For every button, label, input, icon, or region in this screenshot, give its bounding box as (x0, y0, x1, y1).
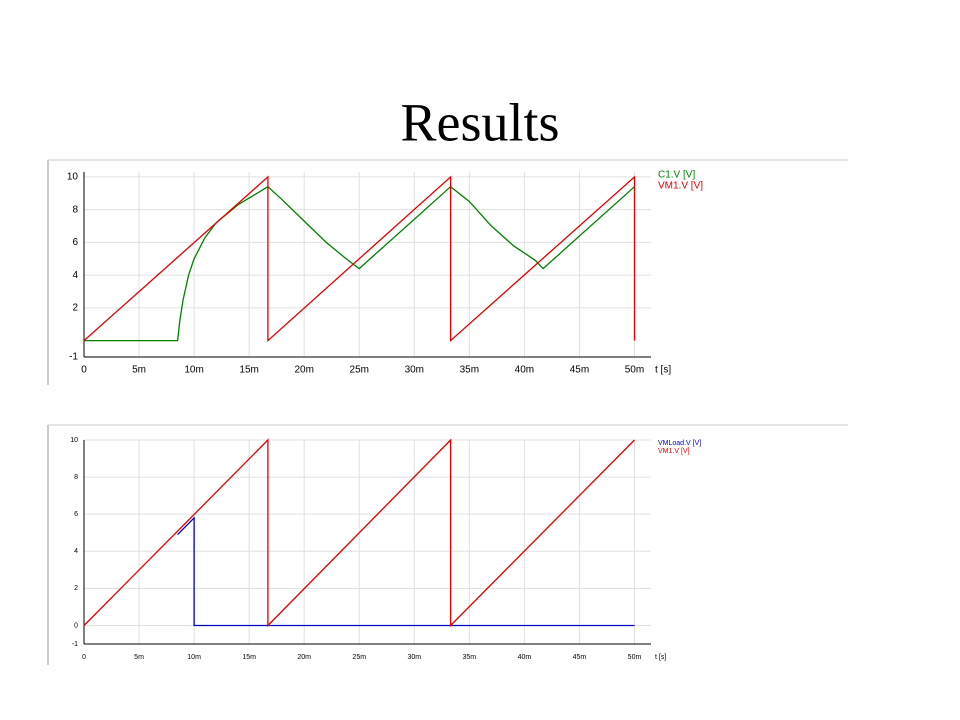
y-tick-label: 6 (72, 237, 78, 248)
series-line (83, 175, 636, 343)
legend-label: VMLoad.V [V] (658, 440, 701, 447)
x-tick-label: 30m (407, 654, 421, 661)
y-tick-label: 10 (67, 172, 79, 183)
x-tick-label: 5m (134, 654, 144, 661)
x-tick-label: 10m (184, 365, 203, 376)
x-tick-label: 35m (463, 654, 477, 661)
y-tick-label: -1 (72, 641, 78, 648)
x-tick-label: 45m (570, 365, 589, 376)
x-tick-label: 50m (625, 365, 644, 376)
slide-title: Results (400, 92, 559, 152)
x-tick-label: 45m (573, 654, 587, 661)
x-tick-label: 35m (460, 365, 479, 376)
x-tick-label: 15m (239, 365, 258, 376)
x-tick-label: 30m (405, 365, 424, 376)
x-tick-label: 15m (242, 654, 256, 661)
x-tick-label: 20m (297, 654, 311, 661)
series-line (177, 516, 635, 627)
y-tick-label: 8 (74, 474, 78, 481)
y-tick-label: 4 (74, 548, 78, 555)
x-tick-label: 5m (132, 365, 146, 376)
x-tick-label: 0 (82, 654, 86, 661)
legend-label: VM1.V [V] (658, 448, 690, 455)
x-tick-label: 0 (81, 365, 87, 376)
y-tick-label: 8 (72, 204, 78, 215)
x-axis-label: t [s] (655, 654, 666, 661)
x-tick-label: 10m (187, 654, 201, 661)
x-tick-label: 40m (515, 365, 534, 376)
x-tick-label: 40m (518, 654, 532, 661)
y-tick-label: 0 (74, 622, 78, 629)
x-tick-label: 20m (294, 365, 313, 376)
x-axis-label: t [s] (655, 365, 671, 376)
y-tick-label: 10 (70, 437, 78, 444)
x-tick-label: 25m (350, 365, 369, 376)
y-tick-label: 4 (72, 270, 78, 281)
x-tick-label: 50m (628, 654, 642, 661)
y-tick-label: 6 (74, 511, 78, 518)
y-tick-label: 2 (72, 303, 78, 314)
y-tick-label: -1 (69, 352, 78, 363)
series-line (84, 185, 635, 342)
legend-label: C1.V [V] (658, 170, 695, 181)
series-line (83, 438, 635, 628)
legend-label: VM1.V [V] (658, 181, 703, 192)
y-tick-label: 2 (74, 585, 78, 592)
x-tick-label: 25m (352, 654, 366, 661)
